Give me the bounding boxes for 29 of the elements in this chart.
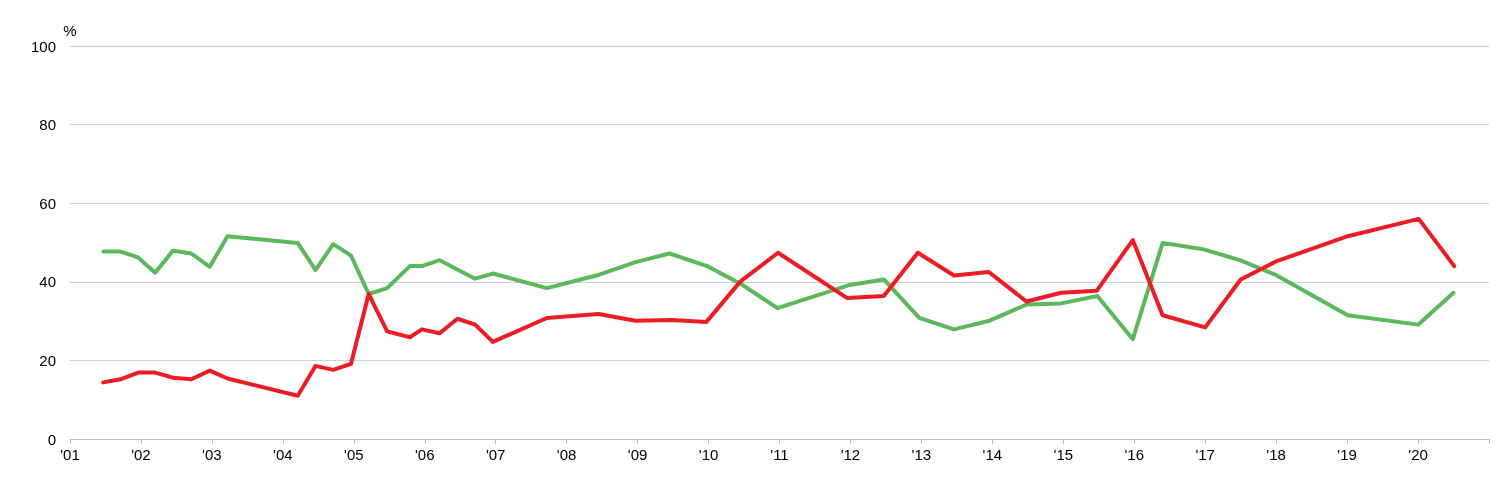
x-tick-label: '08 bbox=[556, 446, 577, 463]
x-tick-label: '06 bbox=[414, 446, 435, 463]
x-tick-label: '05 bbox=[344, 446, 364, 463]
x-tick-label: '11 bbox=[770, 446, 789, 463]
x-tick-label: '19 bbox=[1337, 446, 1357, 463]
x-tick-label: '04 bbox=[273, 446, 293, 463]
line-series bbox=[101, 234, 1456, 342]
x-tick-label: '10 bbox=[698, 446, 719, 463]
x-tick-label: '18 bbox=[1266, 446, 1286, 463]
x-tick-label: '07 bbox=[485, 446, 506, 463]
x-tick-label: '15 bbox=[1053, 446, 1074, 463]
x-tick-label: '13 bbox=[911, 446, 932, 463]
x-tick-label: '12 bbox=[840, 446, 861, 463]
x-tick-label: '14 bbox=[982, 446, 1003, 463]
x-tick-label: '09 bbox=[627, 446, 648, 463]
y-axis-title: % bbox=[63, 22, 77, 39]
x-tick-label: '16 bbox=[1124, 446, 1145, 463]
x-tick-label: '20 bbox=[1408, 446, 1428, 463]
line-series bbox=[101, 216, 1457, 398]
y-tick-label: 40 bbox=[39, 273, 56, 291]
y-tick-label: 100 bbox=[30, 37, 56, 55]
y-tick-label: 60 bbox=[39, 194, 56, 212]
x-tick-label: '01 bbox=[60, 446, 80, 463]
y-tick-label: 80 bbox=[39, 116, 56, 134]
y-tick-label: 0 bbox=[47, 430, 56, 448]
x-tick-label: '17 bbox=[1195, 446, 1215, 463]
x-tick-label: '02 bbox=[131, 446, 151, 463]
y-tick-label: 20 bbox=[39, 351, 56, 369]
x-tick-label: '03 bbox=[202, 446, 222, 463]
